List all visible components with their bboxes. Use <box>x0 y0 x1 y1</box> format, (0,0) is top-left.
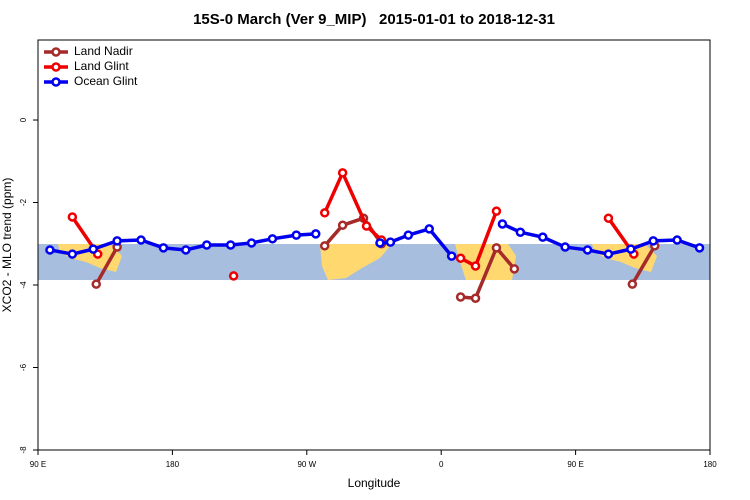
data-point <box>385 237 396 247</box>
x-tick-label: 90 E <box>30 460 46 469</box>
data-point <box>158 243 169 253</box>
y-tick-label: -4 <box>19 281 28 289</box>
data-point <box>45 245 55 255</box>
data-point <box>67 212 78 222</box>
y-tick-label: -6 <box>19 363 28 371</box>
series-line <box>94 216 657 300</box>
data-point <box>626 244 636 254</box>
plot-frame <box>37 39 711 451</box>
data-point <box>319 241 330 251</box>
data-point <box>470 293 481 303</box>
data-point <box>319 208 330 218</box>
x-tick-label: 0 <box>439 460 444 469</box>
legend-label: Land Glint <box>74 59 129 73</box>
data-point <box>403 230 414 240</box>
legend-label: Land Nadir <box>74 44 133 58</box>
data-point <box>91 279 101 289</box>
data-point <box>337 220 348 230</box>
legend-marker <box>51 77 61 87</box>
data-point <box>497 219 508 229</box>
data-point <box>291 230 302 240</box>
data-point <box>515 227 526 237</box>
data-point <box>267 234 278 244</box>
data-point <box>246 238 257 248</box>
data-point <box>491 206 502 216</box>
x-tick-label: 90 E <box>567 460 583 469</box>
x-tick-label: 180 <box>703 460 717 469</box>
data-point <box>470 261 481 271</box>
legend-marker <box>51 62 61 72</box>
data-point <box>455 292 466 302</box>
data-point <box>446 251 457 261</box>
y-tick-label: -8 <box>19 446 28 454</box>
data-point <box>560 242 570 252</box>
series-line <box>70 171 636 268</box>
data-point <box>112 236 122 246</box>
data-point <box>648 236 659 246</box>
x-tick-label: 180 <box>166 460 180 469</box>
data-point <box>582 245 593 255</box>
data-point <box>537 232 548 242</box>
y-tick-label: -2 <box>19 198 28 206</box>
x-tick-label: 90 W <box>297 460 316 469</box>
data-point <box>201 240 212 250</box>
data-point <box>311 229 321 239</box>
data-point <box>181 245 191 255</box>
data-point <box>136 235 146 245</box>
x-axis-label: Longitude <box>348 476 401 490</box>
map-strip <box>38 244 710 280</box>
data-point <box>424 224 435 234</box>
data-point <box>694 243 705 253</box>
data-point <box>337 168 348 178</box>
data-point <box>361 221 372 231</box>
data-point <box>455 253 466 263</box>
data-point <box>603 249 614 259</box>
data-point <box>627 279 638 289</box>
data-point <box>88 244 99 254</box>
legend-label: Ocean Glint <box>74 74 138 88</box>
data-point <box>509 264 520 274</box>
legend-marker <box>51 47 61 57</box>
data-point <box>672 235 682 245</box>
data-point <box>491 243 502 253</box>
data-point <box>225 240 236 250</box>
data-point <box>67 249 78 259</box>
chart-title: 15S-0 March (Ver 9_MIP) 2015-01-01 to 20… <box>193 11 555 28</box>
data-point <box>375 238 385 248</box>
data-point <box>603 213 614 223</box>
y-tick-label: 0 <box>19 117 28 122</box>
data-point <box>228 271 239 281</box>
y-axis-label: XCO2 - MLO trend (ppm) <box>0 178 14 313</box>
